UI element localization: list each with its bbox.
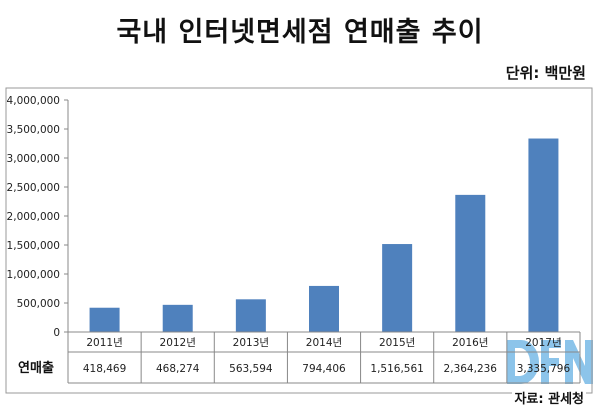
x-tick-label: 2012년 xyxy=(160,337,196,349)
x-tick-label: 2016년 xyxy=(452,337,488,349)
data-label: 3,335,796 xyxy=(517,363,571,375)
data-label: 2,364,236 xyxy=(444,363,498,375)
y-tick-label: 4,000,000 xyxy=(7,95,60,107)
y-tick-label: 500,000 xyxy=(17,298,60,310)
bar-2016년 xyxy=(455,194,486,332)
row-label: 연매출 xyxy=(18,360,54,376)
y-tick-label: 1,000,000 xyxy=(7,269,60,281)
y-tick-label: 3,500,000 xyxy=(7,124,60,136)
y-tick-label: 2,000,000 xyxy=(7,211,60,223)
bar-2013년 xyxy=(235,299,266,332)
x-tick-label: 2014년 xyxy=(306,337,342,349)
bar-2011년 xyxy=(89,307,120,332)
y-tick-label: 3,000,000 xyxy=(7,153,60,165)
y-tick-label: 2,500,000 xyxy=(7,182,60,194)
chart-title: 국내 인터넷면세점 연매출 추이 xyxy=(116,17,484,48)
data-label: 418,469 xyxy=(83,363,126,375)
x-tick-label: 2017년 xyxy=(525,337,561,349)
data-label: 468,274 xyxy=(156,363,200,375)
data-label: 1,516,561 xyxy=(370,363,423,375)
data-label: 563,594 xyxy=(229,363,273,375)
bar-2015년 xyxy=(382,244,413,332)
bar-2014년 xyxy=(309,285,339,332)
y-tick-label: 1,500,000 xyxy=(7,240,60,252)
y-tick-label: 0 xyxy=(53,327,60,339)
x-tick-label: 2011년 xyxy=(86,337,122,349)
bar-2012년 xyxy=(162,304,193,332)
bar-2017년 xyxy=(528,138,559,332)
dfn-watermark-logo xyxy=(507,340,593,384)
data-label: 794,406 xyxy=(302,363,346,375)
chart-frame xyxy=(5,87,593,394)
unit-label: 단위: 백만원 xyxy=(505,64,586,82)
x-tick-label: 2013년 xyxy=(233,337,269,349)
source-label: 자료: 관세청 xyxy=(512,388,586,407)
x-tick-label: 2015년 xyxy=(379,337,415,349)
